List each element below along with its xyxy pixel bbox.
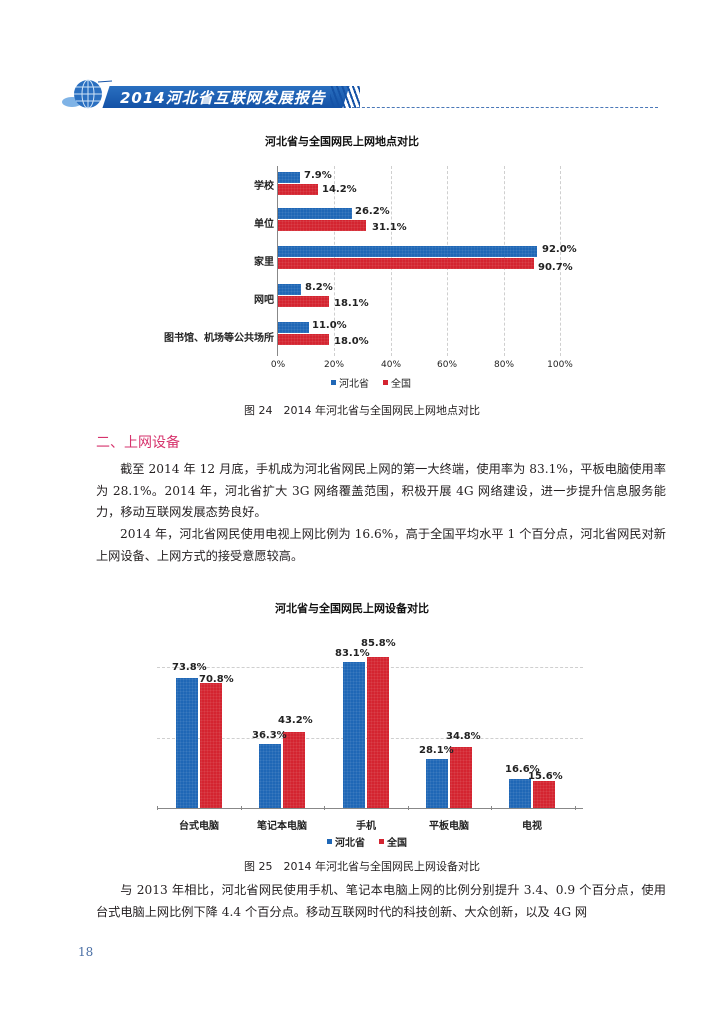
- paragraph-2-text: 2014 年，河北省网民使用电视上网比例为 16.6%，高于全国平均水平 1 个…: [96, 527, 666, 563]
- chart1-legend: 河北省 全国: [331, 375, 411, 390]
- chart2-value-label: 28.1%: [419, 745, 454, 756]
- chart1-x-tick: 20%: [323, 360, 345, 370]
- chart2-value-label: 34.8%: [446, 731, 481, 742]
- figure-24-caption: 图 24 2014 年河北省与全国网民上网地点对比: [244, 404, 480, 417]
- chart1-category-label: 学校: [254, 181, 274, 192]
- chart1-category-label: 网吧: [254, 295, 274, 306]
- chart2-tick-mark: [241, 806, 242, 810]
- chart2-bar-hebei: [259, 744, 281, 808]
- chart2-value-label: 83.1%: [335, 648, 370, 659]
- chart1-bar-national: [278, 296, 329, 307]
- chart1-x-tick: 100%: [547, 360, 573, 370]
- chart2-value-label: 70.8%: [199, 674, 234, 685]
- chart1-x-tick: 0%: [270, 360, 286, 370]
- chart1-category-label: 单位: [254, 219, 274, 230]
- chart1-value-label: 7.9%: [304, 170, 332, 181]
- chart2-bar-national: [450, 747, 472, 808]
- legend-swatch-national: [379, 839, 384, 844]
- chart1-bar-national: [278, 220, 366, 231]
- chart2-bar-national: [200, 683, 222, 808]
- chart2-tick-mark: [324, 806, 325, 810]
- chart2-value-label: 43.2%: [278, 715, 313, 726]
- header-title: 2014河北省互联网发展报告: [120, 89, 326, 107]
- chart1-y-axis: [277, 166, 278, 356]
- chart2-value-label: 85.8%: [361, 638, 396, 649]
- paragraph-1: 截至 2014 年 12 月底，手机成为河北省网民上网的第一大终端，使用率为 8…: [96, 459, 666, 524]
- chart1-bar-hebei: [278, 172, 300, 183]
- paragraph-3: 与 2013 年相比，河北省网民使用手机、笔记本电脑上网的比例分别提升 3.4、…: [96, 880, 666, 923]
- header-rule: [352, 107, 658, 108]
- chart2-category-label: 笔记本电脑: [257, 821, 307, 832]
- chart2-value-label: 15.6%: [528, 771, 563, 782]
- chart1-value-label: 90.7%: [538, 262, 573, 273]
- chart1-x-tick: 40%: [380, 360, 402, 370]
- chart1-bar-national: [278, 334, 329, 345]
- chart2-bar-national: [533, 781, 555, 808]
- chart2-tick-mark: [408, 806, 409, 810]
- globe-icon: [62, 79, 113, 109]
- section-heading: 二、上网设备: [96, 435, 180, 451]
- chart2-value-label: 73.8%: [172, 662, 207, 673]
- chart1-x-tick: 60%: [436, 360, 458, 370]
- legend-swatch-hebei: [331, 380, 336, 385]
- legend-swatch-hebei: [327, 839, 332, 844]
- paragraph-1-text: 截至 2014 年 12 月底，手机成为河北省网民上网的第一大终端，使用率为 8…: [96, 462, 666, 519]
- chart2-category-label: 手机: [356, 821, 376, 832]
- chart2-legend: 河北省 全国: [327, 834, 407, 849]
- chart1-value-label: 14.2%: [322, 184, 357, 195]
- chart1-title: 河北省与全国网民上网地点对比: [265, 135, 419, 148]
- chart1-bar-hebei: [278, 322, 309, 333]
- chart1-bar-national: [278, 184, 318, 195]
- chart1-value-label: 18.1%: [334, 298, 369, 309]
- chart2-category-label: 平板电脑: [429, 821, 469, 832]
- paragraph-3-text: 与 2013 年相比，河北省网民使用手机、笔记本电脑上网的比例分别提升 3.4、…: [96, 883, 666, 919]
- header-slashes: [330, 86, 360, 108]
- chart2-value-label: 16.6%: [505, 764, 540, 775]
- chart2-bar-hebei: [176, 678, 198, 808]
- chart2-bar-hebei: [426, 759, 448, 808]
- chart2-title: 河北省与全国网民上网设备对比: [275, 602, 429, 615]
- chart1-category-label: 家里: [254, 257, 274, 268]
- chart2-tick-mark: [575, 806, 576, 810]
- chart2-bar-national: [367, 657, 389, 808]
- page-number: 18: [78, 945, 94, 959]
- chart2-tick-mark: [491, 806, 492, 810]
- chart1-bar-hebei: [278, 208, 352, 219]
- chart2-category-label: 电视: [522, 821, 542, 832]
- figure-25-caption: 图 25 2014 年河北省与全国网民上网设备对比: [244, 860, 480, 873]
- chart1-value-label: 31.1%: [372, 222, 407, 233]
- page-header: 2014河北省互联网发展报告: [62, 76, 658, 112]
- chart2-bar-hebei: [343, 662, 365, 808]
- chart1-bar-hebei: [278, 284, 301, 295]
- chart1-value-label: 11.0%: [312, 320, 347, 331]
- paragraph-2: 2014 年，河北省网民使用电视上网比例为 16.6%，高于全国平均水平 1 个…: [96, 524, 666, 567]
- chart2-x-axis: [157, 808, 583, 809]
- chart1-bar-national: [278, 258, 534, 269]
- legend-label-national: 全国: [391, 379, 411, 390]
- legend-label-hebei: 河北省: [339, 379, 369, 390]
- chart1-value-label: 18.0%: [334, 336, 369, 347]
- chart1-gridline: [560, 166, 561, 356]
- chart2-tick-mark: [157, 806, 158, 810]
- legend-label-hebei: 河北省: [335, 838, 365, 849]
- chart1-category-label: 图书馆、机场等公共场所: [164, 333, 274, 344]
- chart1-x-tick: 80%: [493, 360, 515, 370]
- chart1-value-label: 26.2%: [355, 206, 390, 217]
- chart2-category-label: 台式电脑: [179, 821, 219, 832]
- chart1-value-label: 92.0%: [542, 244, 577, 255]
- legend-swatch-national: [383, 380, 388, 385]
- legend-label-national: 全国: [387, 838, 407, 849]
- chart1-value-label: 8.2%: [305, 282, 333, 293]
- chart2-bar-national: [283, 732, 305, 808]
- chart2-value-label: 36.3%: [252, 730, 287, 741]
- chart1-bar-hebei: [278, 246, 537, 257]
- chart2-bar-hebei: [509, 779, 531, 808]
